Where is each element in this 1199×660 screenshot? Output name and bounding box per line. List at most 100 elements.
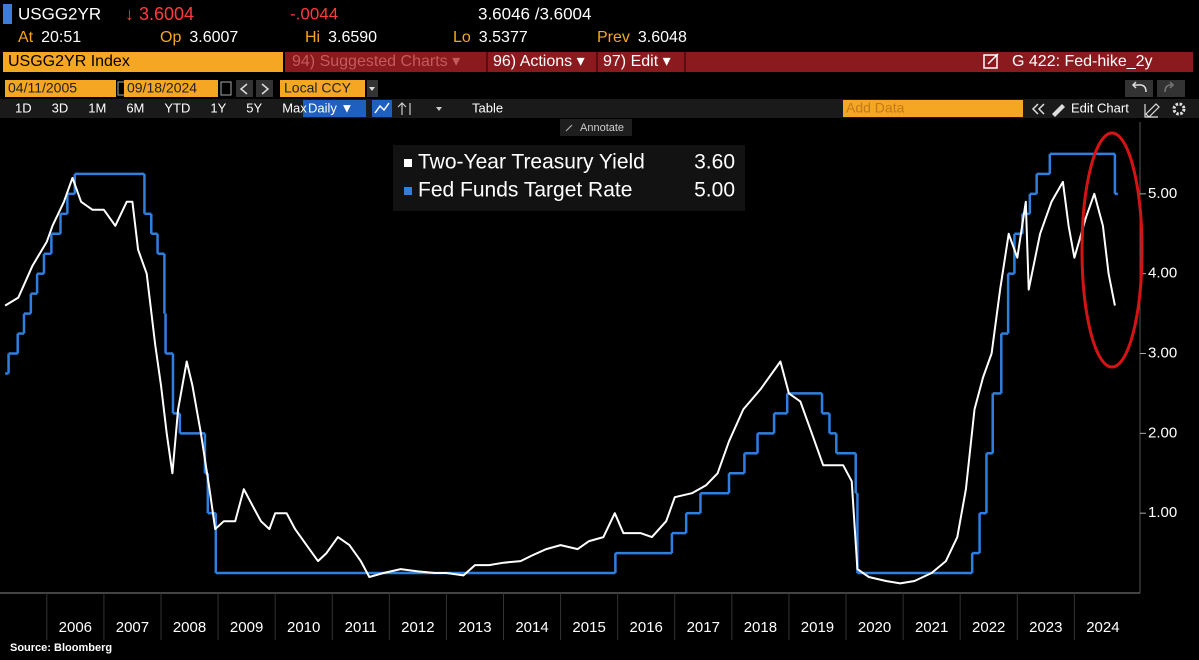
legend-label: Fed Funds Target Rate [418,179,632,202]
next-button[interactable] [256,80,273,97]
annotate-icon [565,124,573,132]
stat-label: Prev [597,29,630,46]
ticker: USGG2YR [18,4,101,23]
x-tick-label: 2013 [458,619,491,636]
table-button[interactable]: Table [472,100,503,115]
line-style-icon [374,102,390,114]
frequency[interactable]: Daily ▼ [308,100,353,115]
edit-icon[interactable] [1144,103,1160,118]
range-button[interactable]: 3D [52,100,69,115]
dropdown-arrow [369,87,375,91]
security[interactable]: USGG2YR Index [8,53,130,70]
legend-swatch [404,159,412,167]
settings-icon[interactable] [1172,102,1186,116]
bid-ask: 3.6046 /3.6004 [478,4,591,23]
stat-label: Op [160,29,181,46]
y-tick-label: 3.00 [1148,344,1177,361]
legend-value: 5.00 [694,179,735,202]
legend [393,145,745,211]
legend-swatch [404,187,412,195]
security-box[interactable] [3,52,283,72]
calendar-icon[interactable] [220,81,232,96]
stat-value: 20:51 [41,29,81,46]
x-tick-label: 2020 [858,619,891,636]
stat-value: 3.6048 [638,29,687,46]
pencil-icon [1052,104,1065,117]
range-button[interactable]: 1Y [210,100,226,115]
add-data[interactable]: Add Data [846,100,905,116]
x-tick-label: 2006 [59,619,92,636]
x-tick-label: 2016 [630,619,663,636]
share-icon-arrow [987,53,999,65]
add-data-box[interactable] [843,100,1023,117]
end-date[interactable]: 09/18/2024 [127,80,197,96]
stat-label: Hi [305,29,320,46]
highlight-ellipse [1080,131,1144,369]
range-button[interactable]: YTD [164,100,190,115]
source: Source: Bloomberg [10,642,112,654]
bar-style-icon[interactable] [397,102,411,115]
x-tick-label: 2014 [515,619,548,636]
x-tick-label: 2012 [401,619,434,636]
range-button[interactable]: Max [282,100,307,115]
x-tick-label: 2010 [287,619,320,636]
x-tick-label: 2024 [1086,619,1119,636]
x-tick-label: 2011 [345,619,377,636]
x-tick-label: 2008 [173,619,206,636]
start-date-box[interactable] [5,80,116,97]
undo-button[interactable] [1125,80,1153,97]
stat-label: At [18,29,34,46]
redo-button[interactable] [1157,80,1185,97]
menu-item[interactable]: 94) Suggested Charts ▾ [292,53,460,70]
change: -.0044 [290,4,338,23]
range-button[interactable]: 1M [88,100,106,115]
y-tick-label: 2.00 [1148,424,1177,441]
undo-icon [1131,81,1147,93]
currency-box[interactable] [280,80,365,97]
end-date-box[interactable] [124,80,218,97]
stat-label: Lo [453,29,471,46]
chart-name: G 422: Fed-hike_2y [1012,53,1153,70]
annotate-label[interactable]: Annotate [580,122,624,134]
prev-button[interactable] [236,80,253,97]
stat-value: 3.6590 [328,29,377,46]
annotate-button[interactable] [560,119,632,136]
style-dropdown[interactable] [436,107,442,111]
currency[interactable]: Local CCY [284,80,352,96]
x-tick-label: 2019 [801,619,834,636]
x-tick-label: 2021 [915,619,948,636]
last-price: ↓ 3.6004 [125,4,194,24]
collapse-icon[interactable] [1031,103,1045,115]
x-tick-label: 2018 [744,619,777,636]
x-tick-label: 2015 [572,619,605,636]
range-button[interactable]: 6M [126,100,144,115]
x-tick-label: 2009 [230,619,263,636]
y-tick-label: 4.00 [1148,265,1177,282]
start-date[interactable]: 04/11/2005 [8,80,77,96]
y-tick-label: 1.00 [1148,504,1177,521]
range-button[interactable]: 1D [15,100,32,115]
redo-icon [1164,81,1175,93]
range-button[interactable]: 5Y [246,100,262,115]
next-arrow [261,83,270,95]
menu-item[interactable]: 97) Edit ▾ [603,53,671,70]
edit-chart[interactable]: Edit Chart [1071,100,1129,115]
y-tick-label: 5.00 [1148,185,1177,202]
menu-item[interactable]: 96) Actions ▾ [493,53,585,70]
plot: 1.00 2.00 3.00 4.00 5.00 2006 2007 2008 2009 2010… [0,122,1177,640]
legend-value: 3.60 [694,151,735,174]
stat-value: 3.6007 [189,29,238,46]
frequency-box[interactable] [303,100,366,117]
stat-value: 3.5377 [479,29,528,46]
x-tick-label: 2023 [1029,619,1062,636]
share-icon-box [983,54,998,69]
x-tick-label: 2017 [687,619,720,636]
prev-arrow [239,83,248,95]
yield-line [4,176,1116,585]
share-icon[interactable] [983,53,999,69]
x-tick-label: 2007 [116,619,149,636]
x-tick-label: 2022 [972,619,1005,636]
ticker-marker [3,4,12,24]
